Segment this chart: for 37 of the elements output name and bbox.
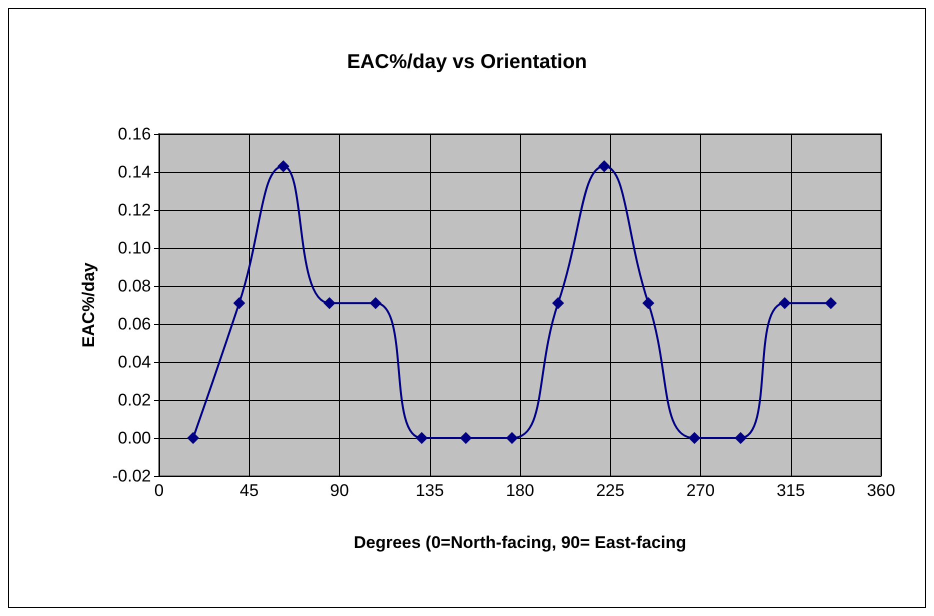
y-tick-label: 0.16 — [118, 124, 151, 144]
point — [460, 432, 472, 444]
point — [416, 432, 428, 444]
point — [824, 297, 837, 310]
y-tick-label: 0.04 — [118, 352, 151, 372]
y-tick-label: -0.02 — [112, 466, 151, 486]
y-axis-title: EAC%/day — [79, 262, 98, 348]
y-tick-label: 0.00 — [118, 428, 151, 448]
point — [233, 297, 246, 310]
point — [734, 432, 747, 444]
point — [778, 297, 791, 310]
x-tick-label: 315 — [776, 481, 805, 500]
x-tick-label: 0 — [154, 481, 164, 500]
point — [598, 160, 610, 172]
y-tick-label: 0.02 — [118, 390, 151, 410]
point — [277, 160, 290, 172]
point — [642, 297, 654, 310]
x-tick-label: 225 — [596, 481, 624, 500]
x-tick-label: 180 — [506, 481, 534, 500]
point — [187, 432, 200, 444]
point — [688, 432, 700, 444]
chart-title: EAC%/day vs Orientation — [346, 51, 588, 73]
point — [323, 297, 336, 310]
x-tick-label: 135 — [416, 481, 444, 500]
x-tick-label: 45 — [240, 481, 259, 500]
y-tick-label: 0.06 — [118, 314, 151, 334]
x-tick-label: 270 — [686, 481, 715, 500]
point — [370, 297, 382, 310]
y-tick-label: 0.10 — [118, 238, 151, 258]
x-axis-title: Degrees (0=North-facing, 90= East-facing — [354, 533, 686, 552]
y-tick-label: 0.14 — [118, 162, 151, 182]
point — [552, 297, 564, 310]
y-tick-label: 0.12 — [118, 200, 151, 220]
x-tick-label: 360 — [866, 481, 896, 500]
y-tick-label: 0.08 — [118, 276, 151, 296]
point — [506, 432, 518, 444]
x-tick-label: 90 — [330, 481, 349, 500]
